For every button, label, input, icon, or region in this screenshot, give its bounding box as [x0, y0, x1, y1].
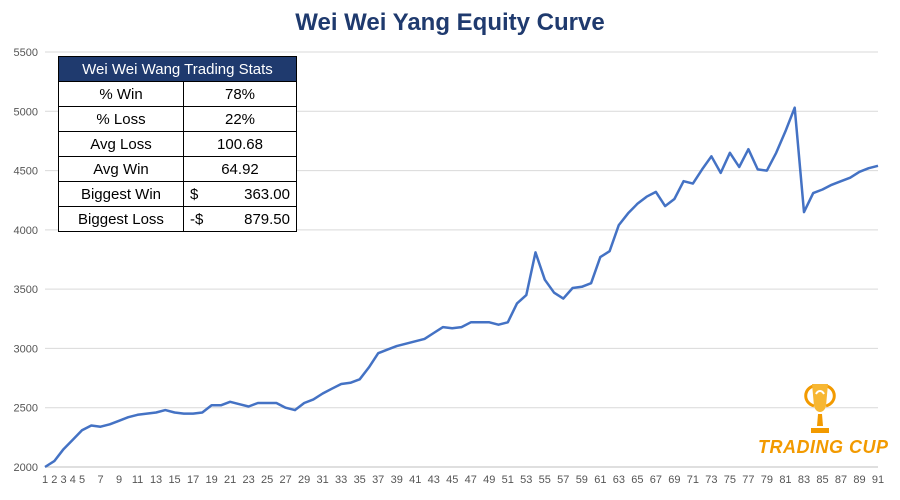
x-tick-label: 39: [391, 474, 403, 486]
y-tick-label: 5500: [14, 47, 38, 59]
x-tick-label: 23: [242, 474, 254, 486]
stats-header-row: Wei Wei Wang Trading Stats: [58, 56, 297, 82]
y-axis: 2000 2500 3000 3500 4000 4500 5000 5500: [14, 47, 38, 474]
stats-value: -$ 879.50: [183, 206, 297, 232]
x-tick-label: 31: [317, 474, 329, 486]
x-tick-label: 2: [51, 474, 57, 486]
x-tick-label: 43: [428, 474, 440, 486]
x-tick-label: 19: [205, 474, 217, 486]
x-tick-label: 73: [705, 474, 717, 486]
x-tick-label: 3: [60, 474, 66, 486]
trading-cup-logo-text: TRADING CUP: [758, 437, 889, 457]
amount: 363.00: [244, 185, 290, 203]
y-tick-label: 5000: [14, 106, 38, 118]
x-tick-label: 71: [687, 474, 699, 486]
currency-symbol: -$: [190, 210, 204, 228]
x-tick-label: 13: [150, 474, 162, 486]
currency-symbol: $: [190, 185, 199, 203]
x-tick-label: 75: [724, 474, 736, 486]
stats-table-title: Wei Wei Wang Trading Stats: [58, 56, 297, 82]
x-tick-label: 33: [335, 474, 347, 486]
y-tick-label: 3000: [14, 343, 38, 355]
x-tick-label: 35: [354, 474, 366, 486]
x-tick-label: 77: [742, 474, 754, 486]
stats-label: % Loss: [58, 106, 184, 132]
stats-label: Avg Win: [58, 156, 184, 182]
x-tick-label: 25: [261, 474, 273, 486]
x-tick-label: 65: [631, 474, 643, 486]
x-tick-label: 9: [116, 474, 122, 486]
stats-row: % Win 78%: [58, 81, 297, 107]
equity-series-line: [44, 106, 879, 469]
x-tick-label: 11: [132, 474, 143, 486]
stats-label: % Win: [58, 81, 184, 107]
amount: 879.50: [244, 210, 290, 228]
x-tick-label: 29: [298, 474, 310, 486]
x-tick-label: 37: [372, 474, 384, 486]
y-tick-label: 4500: [14, 166, 38, 178]
y-tick-label: 4000: [14, 225, 38, 237]
x-tick-label: 85: [816, 474, 828, 486]
x-tick-label: 45: [446, 474, 458, 486]
stats-value: 100.68: [183, 131, 297, 157]
x-tick-label: 49: [483, 474, 495, 486]
x-tick-label: 69: [668, 474, 680, 486]
stats-value: $363.00: [183, 181, 297, 207]
stats-label: Avg Loss: [58, 131, 184, 157]
trophy-icon: [804, 384, 836, 433]
stats-row: Avg Win 64.92: [58, 156, 297, 182]
stats-value: 64.92: [183, 156, 297, 182]
x-tick-label: 55: [539, 474, 551, 486]
stats-label: Biggest Loss: [58, 206, 184, 232]
x-tick-label: 1: [42, 474, 48, 486]
x-tick-label: 59: [576, 474, 588, 486]
trading-stats-table: Wei Wei Wang Trading Stats % Win 78% % L…: [58, 56, 297, 232]
x-tick-label: 21: [224, 474, 236, 486]
stats-row-biggest-win: Biggest Win $363.00: [58, 181, 297, 207]
x-tick-label: 47: [465, 474, 477, 486]
y-tick-label: 2000: [14, 462, 38, 474]
stats-row: % Loss 22%: [58, 106, 297, 132]
stats-value: 22%: [183, 106, 297, 132]
stats-row: Avg Loss 100.68: [58, 131, 297, 157]
x-tick-label: 41: [409, 474, 421, 486]
stats-row-biggest-loss: Biggest Loss -$ 879.50: [58, 206, 297, 232]
y-tick-label: 3500: [14, 284, 38, 296]
x-axis: 1 2 3 4 5 7 9 11 13 15 17 19 21 23 25 27 29 31 33 35 37 39 41 4…: [42, 474, 884, 486]
gridlines: [45, 51, 878, 468]
x-tick-label: 61: [594, 474, 606, 486]
x-tick-label: 87: [835, 474, 847, 486]
x-tick-label: 63: [613, 474, 625, 486]
x-tick-label: 89: [853, 474, 865, 486]
stats-value: 78%: [183, 81, 297, 107]
x-tick-label: 83: [798, 474, 810, 486]
x-tick-label: 51: [502, 474, 514, 486]
x-tick-label: 4: [70, 474, 76, 486]
x-tick-label: 15: [168, 474, 180, 486]
x-tick-label: 91: [872, 474, 884, 486]
chart-title: Wei Wei Yang Equity Curve: [295, 9, 604, 36]
stats-label: Biggest Win: [58, 181, 184, 207]
x-tick-label: 53: [520, 474, 532, 486]
x-tick-label: 5: [79, 474, 85, 486]
x-tick-label: 27: [280, 474, 292, 486]
x-tick-label: 81: [779, 474, 791, 486]
x-tick-label: 67: [650, 474, 662, 486]
x-tick-label: 79: [761, 474, 773, 486]
x-tick-label: 17: [187, 474, 199, 486]
y-tick-label: 2500: [14, 403, 38, 415]
x-tick-label: 7: [97, 474, 103, 486]
x-tick-label: 57: [557, 474, 569, 486]
